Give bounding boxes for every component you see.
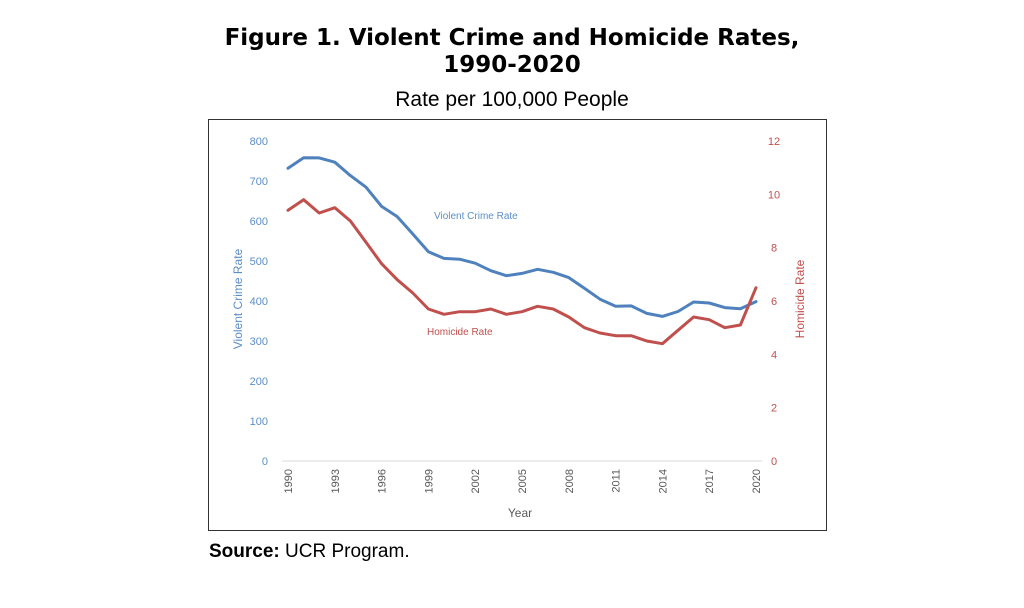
x-tick-label: 2020 <box>751 469 763 493</box>
y2-tick-label: 8 <box>771 243 777 255</box>
homicide-rate-line <box>286 198 758 346</box>
x-tick-label: 1993 <box>330 469 342 493</box>
y-tick-label: 400 <box>250 296 268 308</box>
chart-title-line1: Figure 1. Violent Crime and Homicide Rat… <box>224 25 800 51</box>
y-tick-label: 200 <box>250 376 268 388</box>
y2-tick-label: 0 <box>771 456 777 468</box>
chart-title-line2: 1990-2020 <box>443 52 581 78</box>
y2-tick-label: 10 <box>768 189 780 201</box>
y2-axis-label: Homicide Rate <box>793 259 807 338</box>
x-tick-label: 1990 <box>283 469 295 493</box>
x-axis-label: Year <box>508 506 532 520</box>
x-tick-label: 2017 <box>704 469 716 493</box>
right-axis-ticks: 0 2 4 6 8 10 12 <box>768 136 780 468</box>
source-text: UCR Program. <box>285 541 410 562</box>
homicide-series-label: Homicide Rate <box>427 327 493 338</box>
x-tick-label: 1996 <box>377 469 389 493</box>
x-tick-label: 2011 <box>611 469 623 493</box>
y2-tick-label: 4 <box>771 349 777 361</box>
y-tick-label: 0 <box>262 456 268 468</box>
x-tick-label: 2002 <box>470 469 482 493</box>
chart-frame <box>208 119 827 531</box>
x-tick-label: 1999 <box>423 469 435 493</box>
left-axis-ticks: 0 100 200 300 400 500 600 700 800 <box>250 136 268 468</box>
source-label: Source: <box>209 541 280 562</box>
y-tick-label: 800 <box>250 136 268 148</box>
line-chart: 0 100 200 300 400 500 600 700 800 0 2 4 6 8 10 12 1990… <box>231 136 807 520</box>
x-axis-ticks: 1990 1993 1996 1999 2002 2005 2008 2011 2014 2017… <box>283 469 763 493</box>
chart-subtitle: Rate per 100,000 People <box>395 88 629 111</box>
y2-tick-label: 6 <box>771 296 777 308</box>
y-tick-label: 300 <box>250 336 268 348</box>
y-axis-label: Violent Crime Rate <box>231 248 245 349</box>
violent-crime-rate-line <box>286 156 758 318</box>
source-note: Source: UCR Program. <box>209 541 410 563</box>
x-tick-label: 2005 <box>517 469 529 493</box>
y-tick-label: 100 <box>250 416 268 428</box>
y2-tick-label: 12 <box>768 136 780 148</box>
y-tick-label: 700 <box>250 176 268 188</box>
y-tick-label: 500 <box>250 256 268 268</box>
x-tick-label: 2014 <box>657 469 669 493</box>
series-lines <box>286 156 758 346</box>
violent-crime-series-label: Violent Crime Rate <box>434 211 518 222</box>
x-tick-label: 2008 <box>564 469 576 493</box>
y2-tick-label: 2 <box>771 403 777 415</box>
y-tick-label: 600 <box>250 216 268 228</box>
